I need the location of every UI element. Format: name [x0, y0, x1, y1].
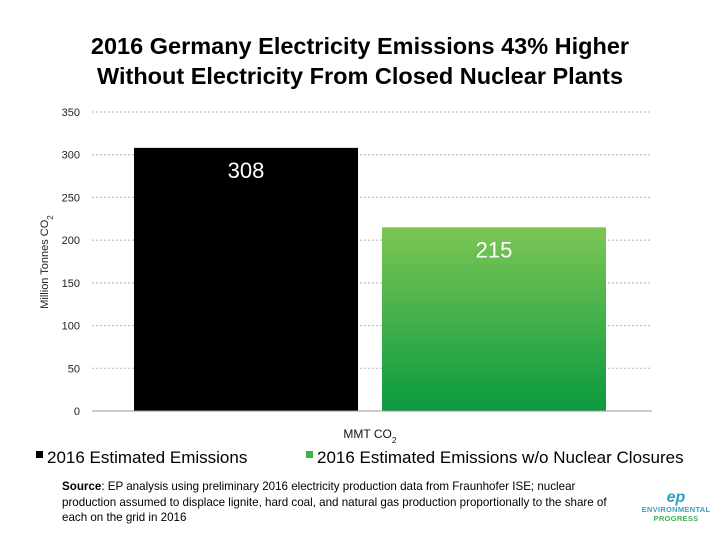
bar-chart: 308 215 0 50 100 150 200 250 300 350 Million Ton… — [39, 107, 652, 445]
bar-1 — [134, 147, 358, 411]
data-label-2: 215 — [476, 237, 513, 262]
logo-line2: PROGRESS — [653, 513, 699, 523]
legend-swatch-black — [36, 450, 43, 458]
legend-label-1: 2016 Estimated Emissions — [47, 448, 248, 467]
legend-item-2: 2016 Estimated Emissions w/o Nuclear Clo… — [306, 448, 684, 468]
chart-title-line1: 2016 Germany Electricity Emissions 43% H… — [90, 33, 630, 59]
bar-2 — [382, 227, 606, 411]
chart-title-line2: Without Electricity From Closed Nuclear … — [96, 63, 624, 89]
data-label-1: 308 — [228, 158, 265, 183]
source-label: Source — [62, 480, 102, 493]
logo-line1: ENVIRONMENTAL — [641, 505, 711, 514]
environmental-progress-logo: ep ENVIRONMENTAL PROGRESS — [636, 490, 716, 540]
y-tick-label: 0 — [74, 406, 80, 418]
y-axis-label: Million Tonnes CO2 — [39, 215, 55, 309]
y-tick-label: 100 — [62, 321, 80, 333]
legend-label-2: 2016 Estimated Emissions w/o Nuclear Clo… — [317, 448, 684, 467]
y-tick-label: 350 — [62, 107, 80, 119]
y-tick-label: 250 — [62, 192, 80, 204]
logo-mark: ep — [666, 489, 686, 506]
x-axis-label: MMT CO2 — [343, 427, 396, 445]
legend-item-1: 2016 Estimated Emissions — [36, 448, 247, 468]
y-tick-label: 200 — [62, 235, 80, 247]
y-tick-label: 150 — [62, 278, 80, 290]
legend-swatch-green — [306, 450, 313, 458]
y-tick-label: 300 — [62, 150, 80, 162]
y-tick-label: 50 — [68, 363, 80, 375]
source-note: Source: EP analysis using preliminary 20… — [62, 479, 622, 526]
source-text: : EP analysis using preliminary 2016 ele… — [62, 480, 607, 524]
